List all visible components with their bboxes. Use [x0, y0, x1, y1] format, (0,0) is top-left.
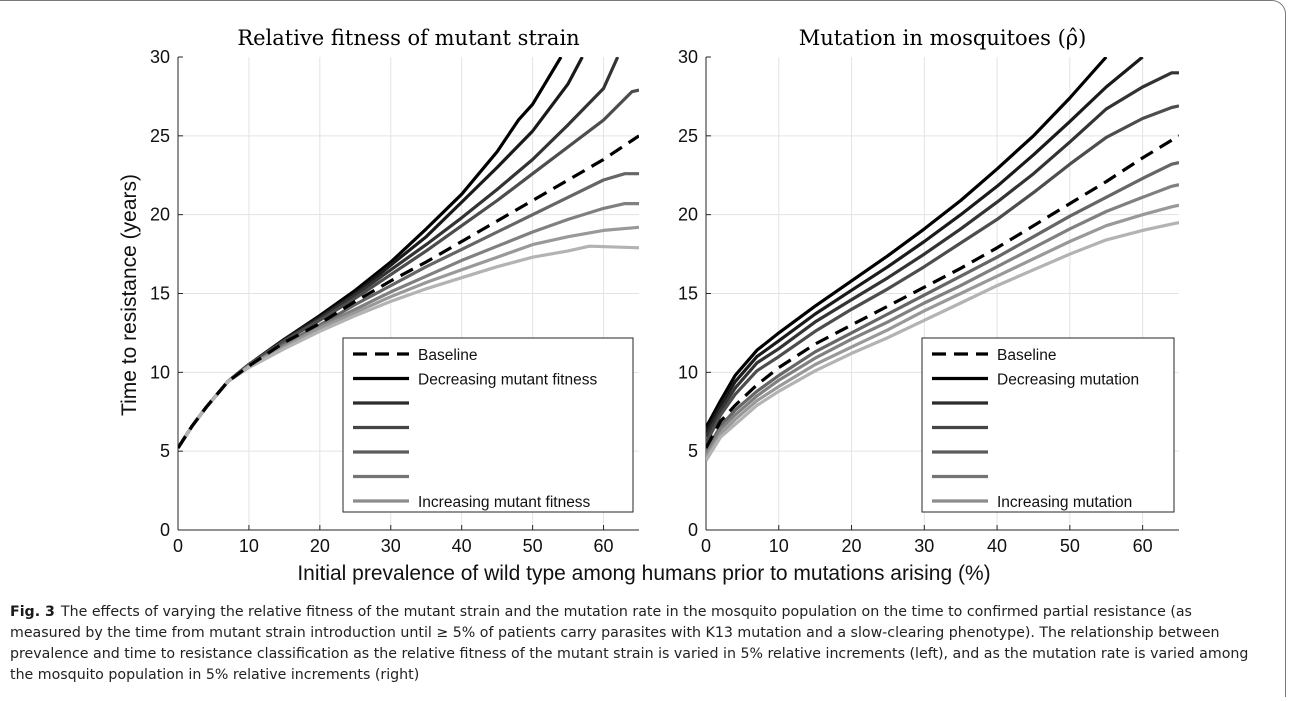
left-y-tick-label: 10	[150, 362, 170, 382]
left-legend-label: Baseline	[418, 347, 477, 364]
figure-caption: Fig. 3 The effects of varying the relativ…	[10, 602, 1250, 686]
left-legend-box	[342, 337, 634, 513]
right-y-tick-label: 5	[688, 441, 698, 461]
left-chart-panel: 0 10 20 30 40 50 60 0 5 10 15 20 25 30 Relative fitnes…	[150, 26, 639, 556]
left-chart-title: Relative fitness of mutant strain	[237, 26, 579, 50]
left-y-tick-label: 30	[150, 47, 170, 67]
left-x-tick-label: 50	[523, 536, 543, 556]
caption-text: The effects of varying the relative fitn…	[10, 604, 1249, 683]
right-chart-panel: 0 10 20 30 40 50 60 0 5 10 15 20 25 30 Mutation in mos…	[678, 26, 1179, 556]
left-x-tick-label: 30	[381, 536, 401, 556]
left-y-tick-label: 15	[150, 284, 170, 304]
left-x-tick-label: 0	[173, 536, 183, 556]
right-y-tick-label: 10	[678, 362, 698, 382]
right-y-tick-label: 25	[678, 126, 698, 146]
right-legend-label: Baseline	[997, 347, 1056, 364]
y-axis-label: Time to resistance (years)	[118, 174, 141, 416]
right-series-line	[706, 57, 1144, 433]
right-y-tick-label: 30	[678, 47, 698, 67]
left-x-tick-label: 40	[452, 536, 472, 556]
right-series-line	[706, 57, 1108, 429]
left-x-tick-label: 20	[310, 536, 330, 556]
right-series-line	[706, 161, 1179, 452]
left-y-tick-label: 20	[150, 205, 170, 225]
right-x-tick-label: 0	[701, 536, 711, 556]
right-x-tick-label: 60	[1133, 536, 1153, 556]
right-series-line	[706, 221, 1179, 462]
caption-label: Fig. 3	[10, 604, 55, 620]
x-axis-label: Initial prevalence of wild type among hu…	[297, 562, 990, 585]
left-baseline-line	[178, 134, 639, 449]
right-series-line	[706, 71, 1179, 438]
right-series-line	[706, 104, 1179, 445]
left-x-tick-label: 60	[594, 536, 614, 556]
left-legend-label: Decreasing mutant fitness	[418, 372, 597, 389]
right-legend-box	[921, 337, 1175, 513]
right-series-line	[706, 183, 1179, 456]
right-x-tick-label: 10	[769, 536, 789, 556]
left-y-tick-label: 5	[160, 441, 170, 461]
right-baseline-line	[706, 134, 1179, 449]
right-y-tick-label: 15	[678, 284, 698, 304]
left-y-tick-label: 0	[160, 520, 170, 540]
right-series-line	[706, 203, 1179, 459]
left-x-tick-label: 10	[239, 536, 259, 556]
right-y-tick-label: 20	[678, 205, 698, 225]
right-x-tick-label: 50	[1060, 536, 1080, 556]
right-legend-label: Increasing mutation	[997, 494, 1132, 511]
right-x-tick-label: 20	[842, 536, 862, 556]
right-x-tick-label: 40	[987, 536, 1007, 556]
left-legend-label: Increasing mutant fitness	[418, 494, 591, 511]
right-chart-title: Mutation in mosquitoes (ρ̂)	[799, 26, 1087, 50]
right-x-tick-label: 30	[914, 536, 934, 556]
left-y-tick-label: 25	[150, 126, 170, 146]
right-legend-label: Decreasing mutation	[997, 372, 1139, 389]
right-y-tick-label: 0	[688, 520, 698, 540]
